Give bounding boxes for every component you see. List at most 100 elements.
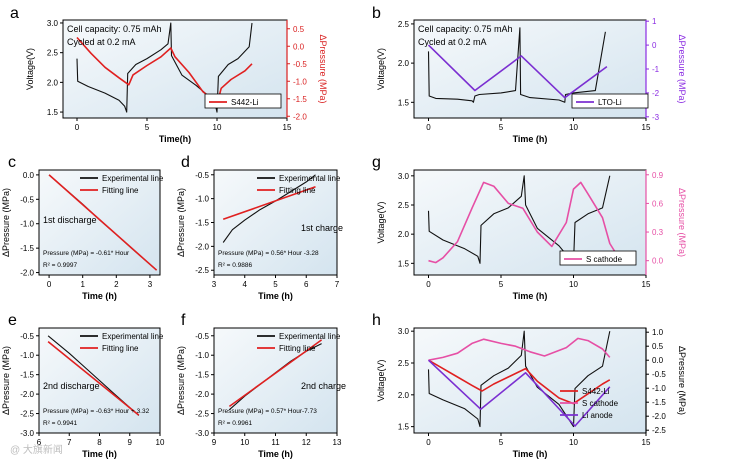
- x-tick-label: 5: [145, 123, 150, 132]
- panel-a: a 0 5 10 15 Time(h) 1.5 2.0 2.5 3.0 Voltage(V) -2.0…: [10, 5, 328, 144]
- panel-label: a: [10, 5, 19, 22]
- y-tick-label: -1.0: [195, 351, 209, 360]
- legend-label: Fitting line: [102, 186, 139, 195]
- y2-tick-label: -3: [652, 113, 660, 122]
- panel-label: h: [372, 312, 381, 329]
- y-tick-label: 3.0: [398, 327, 410, 336]
- y2-tick-label: -2.5: [652, 426, 666, 435]
- x-tick-label: 0: [426, 280, 431, 289]
- series-line-experimental-line: [222, 174, 316, 243]
- legend-label: Experimental line: [279, 174, 341, 183]
- x-tick-label: 10: [240, 438, 249, 447]
- y-tick-label: -0.5: [20, 332, 34, 341]
- annotation-text: Cell capacity: 0.75 mAh: [67, 24, 162, 34]
- y2-tick-label: 0.6: [652, 199, 664, 208]
- x-tick-label: 13: [333, 438, 342, 447]
- y-tick-label: -1.0: [20, 351, 34, 360]
- panel-label: e: [8, 312, 17, 329]
- annotation-equation: Pressure (MPa) = -0.63* Hour + 3.32: [43, 408, 150, 415]
- plot-area: [38, 169, 161, 276]
- y2-tick-label: 0.9: [652, 171, 664, 180]
- y2-tick-label: -2.0: [293, 112, 307, 121]
- legend-label: Li anode: [582, 411, 613, 420]
- legend-label: S cathode: [586, 255, 623, 264]
- y-axis-label: Voltage(V): [376, 359, 386, 401]
- legend-label: Experimental line: [279, 332, 341, 341]
- y-tick-label: -0.5: [20, 195, 34, 204]
- x-tick-label: 12: [302, 438, 311, 447]
- y2-tick-label: -1.5: [293, 95, 307, 104]
- y2-tick-label: 0: [652, 41, 657, 50]
- x-axis-label: Time (h): [513, 449, 548, 459]
- y2-tick-label: 0.3: [652, 228, 664, 237]
- legend-label: S442-Li: [231, 98, 259, 107]
- x-axis-label: Time(h): [159, 134, 191, 144]
- annotation-text: Cycled at 0.2 mA: [67, 37, 136, 47]
- x-tick-label: 10: [156, 438, 165, 447]
- series-line-voltage: [427, 330, 611, 428]
- series-line-lto-li: [427, 44, 608, 99]
- y-tick-label: -0.5: [195, 332, 209, 341]
- y-tick-label: -2.0: [20, 269, 34, 278]
- watermark: @ 大旗新闻: [10, 445, 63, 456]
- x-tick-label: 10: [569, 123, 578, 132]
- legend-label: LTO-Li: [598, 98, 622, 107]
- legend-label: Fitting line: [102, 344, 139, 353]
- annotation-r2: R² = 0.9886: [218, 262, 253, 269]
- panel-h: h 0 5 10 15 Time (h) 1.5 2.0 2.5 3.0 Voltage(V) -2.…: [372, 312, 687, 459]
- x-tick-label: 0: [75, 123, 80, 132]
- x-tick-label: 15: [642, 123, 651, 132]
- series-line-s-cathode: [428, 181, 618, 264]
- panel-e: e 6 7 8 9 10 Time (h) -3.0 -2.5 -2.0 -1.5 -1.0 -0.5 Δ…: [1, 312, 165, 459]
- y-tick-label: -3.0: [195, 429, 209, 438]
- panel-d: d 3 4 5 6 7 Time (h) -2.5 -2.0 -1.5 -1.0 -0.5 ΔPress…: [176, 154, 343, 301]
- y-tick-label: -2.0: [20, 390, 34, 399]
- x-tick-label: 5: [499, 123, 504, 132]
- y2-tick-label: 0.5: [652, 342, 664, 351]
- y2-axis-label: ΔPressure (MPa): [677, 188, 687, 257]
- x-tick-label: 6: [304, 280, 309, 289]
- x-axis-label: Time (h): [513, 134, 548, 144]
- x-tick-label: 1: [80, 280, 85, 289]
- x-tick-label: 7: [335, 280, 340, 289]
- annotation-title: 2nd discharge: [43, 381, 100, 391]
- annotation-r2: R² = 0.9941: [43, 420, 78, 427]
- x-tick-label: 15: [642, 280, 651, 289]
- x-tick-label: 15: [642, 438, 651, 447]
- x-tick-label: 0: [47, 280, 52, 289]
- x-tick-label: 7: [67, 438, 72, 447]
- panel-g: g 0 5 10 15 Time (h) 1.5 2.0 2.5 3.0 Voltage(V) 0.0…: [372, 154, 687, 301]
- y-tick-label: 1.5: [47, 108, 59, 117]
- y-tick-label: 3.0: [398, 172, 410, 181]
- y2-tick-label: 1.0: [652, 328, 664, 337]
- y-tick-label: -1.5: [195, 219, 209, 228]
- series-line-li-anode: [427, 359, 611, 427]
- annotation-r2: R² = 0.9997: [43, 262, 78, 269]
- y2-tick-label: -1.5: [652, 398, 666, 407]
- x-tick-label: 10: [569, 280, 578, 289]
- series-line-s442-li: [428, 359, 611, 405]
- x-tick-label: 5: [499, 438, 504, 447]
- x-axis-label: Time (h): [258, 449, 293, 459]
- y-tick-label: -2.5: [195, 266, 209, 275]
- series-line-s-cathode: [428, 337, 611, 361]
- y-axis-label: ΔPressure (MPa): [176, 188, 186, 257]
- y2-tick-label: -1.0: [652, 384, 666, 393]
- annotation-text: Cycled at 0.2 mA: [418, 37, 487, 47]
- x-tick-label: 11: [271, 438, 280, 447]
- y-tick-label: 2.5: [398, 359, 410, 368]
- x-axis-label: Time (h): [82, 449, 117, 459]
- annotation-equation: Pressure (MPa) = 0.56* Hour -3.28: [218, 250, 319, 257]
- x-axis-label: Time (h): [82, 291, 117, 301]
- y-axis-label: Voltage(V): [376, 48, 386, 90]
- x-tick-label: 8: [97, 438, 102, 447]
- panel-label: g: [372, 154, 381, 171]
- y-tick-label: -1.5: [20, 244, 34, 253]
- y-axis-label: ΔPressure (MPa): [1, 188, 11, 257]
- y-tick-label: -1.5: [195, 371, 209, 380]
- x-tick-label: 0: [426, 438, 431, 447]
- series-line-fitting-line: [47, 340, 140, 416]
- y2-tick-label: -2.0: [652, 412, 666, 421]
